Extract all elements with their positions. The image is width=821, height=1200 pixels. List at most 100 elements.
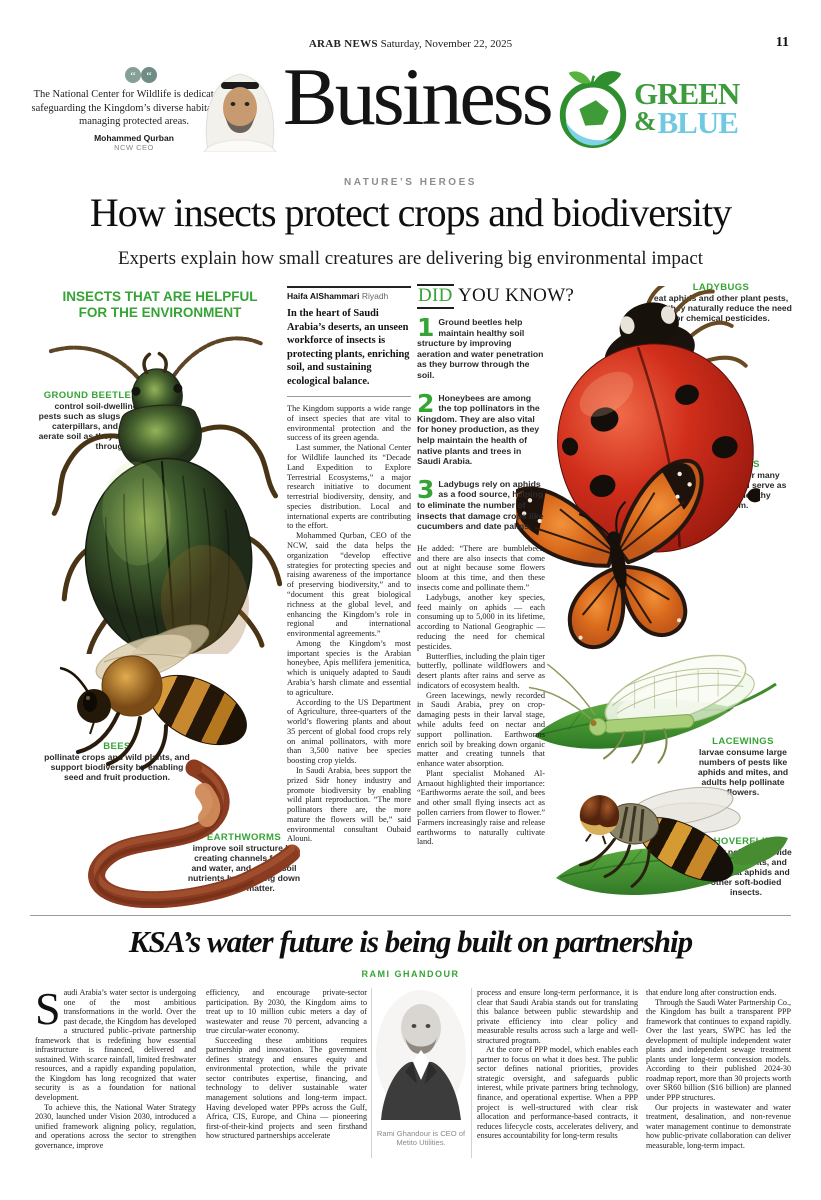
article-paragraph: He added: “There are bumblebees, and the… [417, 543, 545, 593]
water-article-headline: KSA’s water future is being built on par… [128, 924, 693, 959]
honeybee-illustration [59, 624, 247, 770]
water-article-byline: RAMI GHANDOUR [361, 969, 460, 979]
label-text: control soil-dwelling pests such as slug… [38, 401, 138, 451]
article-paragraph: Green lacewings, newly recorded in Saudi… [417, 690, 545, 769]
lead-subhead: Experts explain how small creatures are … [117, 248, 704, 269]
label-text: eat aphids and other plant pests, and th… [650, 293, 792, 323]
fact-number: 2 [417, 388, 435, 418]
article-paragraph: Succeeding these ambitions requires part… [206, 1035, 367, 1141]
fact-number: 3 [417, 474, 435, 504]
article-paragraph: Mohammed Qurban, CEO of the NCW, said th… [287, 531, 411, 639]
did-you-know-rest: YOU KNOW? [453, 285, 575, 306]
ceo-headshot-photo [203, 73, 277, 152]
fact-item: 1 Ground beetles help maintain healthy s… [417, 312, 545, 381]
article-paragraph: audi Arabia’s water sector is undergoing… [35, 988, 196, 1103]
article-body-column-2: He added: “There are bumblebees, and the… [417, 544, 545, 847]
label-name: GROUND BEETLES [43, 390, 138, 401]
water-column-2: efficiency, and encourage private-sector… [206, 988, 367, 1141]
pull-quote-author: Mohammed Qurban [94, 132, 174, 143]
logo-ampersand: & [634, 105, 657, 136]
label-name: LACEWINGS [712, 736, 774, 747]
paper-name: ARAB NEWS [308, 38, 378, 50]
article-paragraph: According to the US Department of Agricu… [287, 697, 411, 766]
quote-marks-icon: “ “ [125, 67, 157, 83]
lead-article-column-1: Haifa AlShammari Riyadh In the heart of … [287, 286, 411, 844]
water-column-1-copy: audi Arabia’s water sector is undergoing… [35, 988, 196, 1150]
lacewing-illustration [528, 654, 777, 764]
drop-cap: S [35, 983, 61, 1034]
water-column-4-copy: that endure long after construction ends… [646, 988, 791, 1150]
article-paragraph: At the core of PPP model, which enables … [477, 1045, 638, 1141]
did-you-know-title: DID YOU KNOW? [417, 284, 574, 309]
article-paragraph: that endure long after construction ends… [646, 988, 777, 997]
article-paragraph: process and ensure long-term performance… [477, 988, 638, 1045]
green-blue-wordmark: GREEN & BLUE [634, 76, 740, 140]
article-paragraph: Our projects in wastewater and water tre… [646, 1102, 791, 1150]
label-name: LADYBUGS [692, 282, 750, 293]
pull-quote: “ “ The National Center for Wildlife is … [28, 67, 240, 152]
butterfly-illustration [516, 458, 704, 650]
byline-name: Haifa AlShammari [287, 291, 360, 301]
article-lede: In the heart of Saudi Arabia’s deserts, … [287, 305, 411, 398]
label-ground-beetles: GROUND BEETLES control soil-dwelling pes… [36, 390, 138, 452]
article-paragraph: Among the Kingdom’s most important speci… [287, 638, 411, 697]
water-column-3: process and ensure long-term performance… [477, 988, 638, 1141]
did-you-know-column: DID YOU KNOW? 1 Ground beetles help main… [417, 284, 574, 847]
water-column-1: S audi Arabia’s water sector is undergoi… [35, 983, 196, 1150]
green-blue-globe-icon [559, 71, 627, 149]
label-name: HOVERFLIES [713, 836, 779, 847]
lead-headline: How insects protect crops and biodiversi… [89, 190, 732, 235]
earthworm-illustration [88, 759, 300, 908]
water-column-2-copy: efficiency, and encourage private-sector… [206, 988, 367, 1141]
label-lacewings: LACEWINGS larvae consume large numbers o… [690, 736, 796, 798]
article-paragraph: Last summer, the National Center for Wil… [287, 443, 411, 531]
article-paragraph: Plant specialist Mohaned Al-Arnaout high… [417, 768, 545, 847]
water-column-3-copy: process and ensure long-term performance… [477, 988, 638, 1141]
water-column-photo: Rami Ghandour is CEO of Metito Utilities… [375, 988, 467, 1148]
photo-caption: Rami Ghandour is CEO of Metito Utilities… [376, 1129, 466, 1148]
did-you-know-accent: DID [417, 284, 454, 309]
svg-text:“: “ [130, 69, 135, 83]
logo-green-text: GREEN [634, 76, 740, 111]
label-ladybugs: LADYBUGS eat aphids and other plant pest… [650, 282, 792, 324]
article-paragraph: Ladybugs, another key species, feed main… [417, 592, 545, 651]
issue-date: Saturday, November 22, 2025 [380, 38, 513, 50]
label-text: pollinate crops and wild plants, and sup… [44, 752, 190, 782]
article-paragraph: efficiency, and encourage private-sector… [206, 988, 367, 1036]
article-paragraph: The Kingdom supports a wide range of ins… [287, 404, 411, 443]
article-body-column-1: The Kingdom supports a wide range of ins… [287, 404, 411, 844]
byline-location: Riyadh [361, 291, 389, 301]
article-paragraph: In Saudi Arabia, bees support the prized… [287, 766, 411, 844]
infographic-title: INSECTS THAT ARE HELPFUL FOR THE ENVIRON… [62, 289, 258, 321]
label-name: BEES [103, 741, 131, 752]
section-divider-rule [30, 915, 791, 916]
pull-quote-role: NCW CEO [114, 142, 154, 152]
ladybug-illustration [557, 286, 760, 553]
ground-beetle-illustration [48, 336, 282, 654]
label-text: larvae consume large numbers of pests li… [697, 747, 789, 797]
column-divider [371, 988, 372, 1158]
label-bees: BEES pollinate crops and wild plants, an… [42, 741, 192, 783]
kicker: NATURE’S HEROES [344, 177, 477, 188]
fact-text: Honeybees are among the top pollinators … [417, 392, 540, 467]
label-name: EARTHWORMS [206, 832, 282, 843]
byline: Haifa AlShammari Riyadh [287, 288, 411, 305]
byline-rule [287, 286, 411, 288]
water-column-4: that endure long after construction ends… [646, 988, 791, 1150]
fact-text: Ground beetles help maintain healthy soi… [417, 316, 544, 380]
hoverfly-illustration [556, 786, 788, 896]
fact-item: 3 Ladybugs rely on aphids as a food sour… [417, 474, 545, 532]
dateline: ARAB NEWS Saturday, November 22, 2025 [0, 38, 821, 50]
columnist-photo [376, 990, 466, 1120]
page-number: 11 [775, 35, 789, 50]
did-you-know-facts: 1 Ground beetles help maintain healthy s… [417, 312, 545, 532]
fact-text: Ladybugs rely on aphids as a food source… [417, 478, 544, 532]
logo-blue-text: BLUE [657, 104, 739, 140]
fact-item: 2 Honeybees are among the top pollinator… [417, 388, 545, 467]
article-paragraph: Through the Saudi Water Partnership Co.,… [646, 997, 791, 1103]
pull-quote-text: The National Center for Wildlife is dedi… [31, 89, 237, 128]
column-divider [471, 988, 472, 1158]
section-title: Business [283, 51, 554, 142]
fact-number: 1 [417, 312, 435, 342]
